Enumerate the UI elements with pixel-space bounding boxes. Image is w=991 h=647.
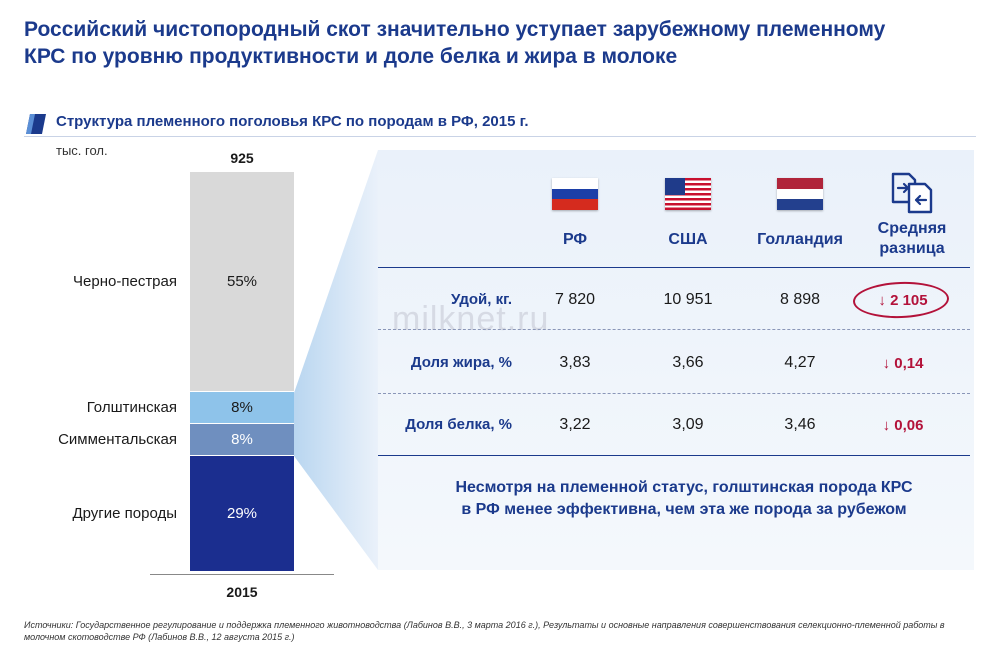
table-bottom-rule	[378, 455, 970, 456]
table-cell: 3,66	[672, 354, 704, 371]
bar-segment: 8%	[190, 424, 294, 456]
source-line1: Источники: Государственное регулирование…	[24, 620, 945, 630]
bar-segment: 8%	[190, 392, 294, 424]
diff-header-line2: разница	[879, 240, 945, 257]
table-top-rule	[378, 267, 970, 268]
down-arrow-icon: ↓	[878, 292, 886, 309]
column-header-netherlands: Голландия	[757, 231, 843, 248]
note-line2: в РФ менее эффективна, чем эта же порода…	[461, 501, 907, 518]
diff-cell: ↓ 0,06	[855, 417, 951, 434]
connector-funnel	[294, 150, 378, 570]
unit-label: тыс. гол.	[56, 143, 108, 158]
table-cell: 3,22	[559, 416, 591, 433]
section-marker-icon	[26, 114, 46, 134]
legend-label: Черно-пестрая	[73, 273, 177, 290]
down-arrow-icon: ↓	[882, 355, 891, 372]
bar-segment: 55%	[190, 172, 294, 392]
source-footnote: Источники: Государственное регулирование…	[24, 619, 974, 643]
source-line2: молочном скотоводстве РФ (Лабинов В.В., …	[24, 632, 295, 642]
diff-cell: ↓ 2 105	[855, 292, 951, 309]
watermark: milknet.ru	[392, 300, 550, 338]
table-row-divider	[378, 329, 970, 330]
comparison-panel	[378, 150, 974, 570]
stacked-bar: 55% 8% 8% 29%	[190, 172, 294, 572]
diff-cell: ↓ 0,14	[855, 355, 951, 372]
legend-label: Голштинская	[86, 399, 177, 416]
legend-label: Симментальская	[58, 431, 177, 448]
table-cell: 7 820	[554, 291, 596, 308]
table-cell: 8 898	[779, 291, 821, 308]
page-title: Российский чистопородный скот значительн…	[24, 16, 974, 70]
table-cell: 3,46	[784, 416, 816, 433]
table-cell: 4,27	[784, 354, 816, 371]
diff-header-line1: Средняя	[877, 220, 947, 237]
diff-value: 2 105	[890, 292, 928, 309]
row-label-protein-share: Доля белка, %	[405, 416, 512, 433]
column-header-difference: Средняя разница	[857, 219, 967, 259]
bar-segment: 29%	[190, 456, 294, 572]
diff-value: 0,06	[894, 417, 924, 434]
axis-baseline	[150, 574, 334, 575]
netherlands-flag-icon	[777, 178, 823, 210]
table-row-divider	[378, 393, 970, 394]
table-cell: 3,09	[672, 416, 704, 433]
usa-flag-icon	[665, 178, 711, 210]
column-header-russia: РФ	[562, 231, 588, 248]
table-cell: 10 951	[663, 291, 713, 308]
page-title-line1: Российский чистопородный скот значительн…	[24, 18, 886, 41]
legend-label: Другие породы	[72, 505, 177, 522]
chart-title: Структура племенного поголовья КРС по по…	[56, 113, 529, 130]
total-label: 925	[230, 150, 254, 166]
chart-title-bar: Структура племенного поголовья КРС по по…	[24, 112, 976, 137]
row-label-milk-yield: Удой, кг.	[450, 291, 512, 308]
row-label-fat-share: Доля жира, %	[410, 354, 512, 371]
x-tick-label: 2015	[226, 584, 258, 600]
conclusion-note: Несмотря на племенной статус, голштинска…	[400, 477, 968, 521]
column-header-usa: США	[668, 231, 708, 248]
table-cell: 3,83	[559, 354, 591, 371]
down-arrow-icon: ↓	[882, 417, 891, 434]
note-line1: Несмотря на племенной статус, голштинска…	[455, 479, 913, 496]
diff-value: 0,14	[894, 355, 924, 372]
page-title-line2: КРС по уровню продуктивности и доле белк…	[24, 45, 678, 68]
compare-documents-icon	[891, 172, 933, 214]
russia-flag-icon	[552, 178, 598, 210]
